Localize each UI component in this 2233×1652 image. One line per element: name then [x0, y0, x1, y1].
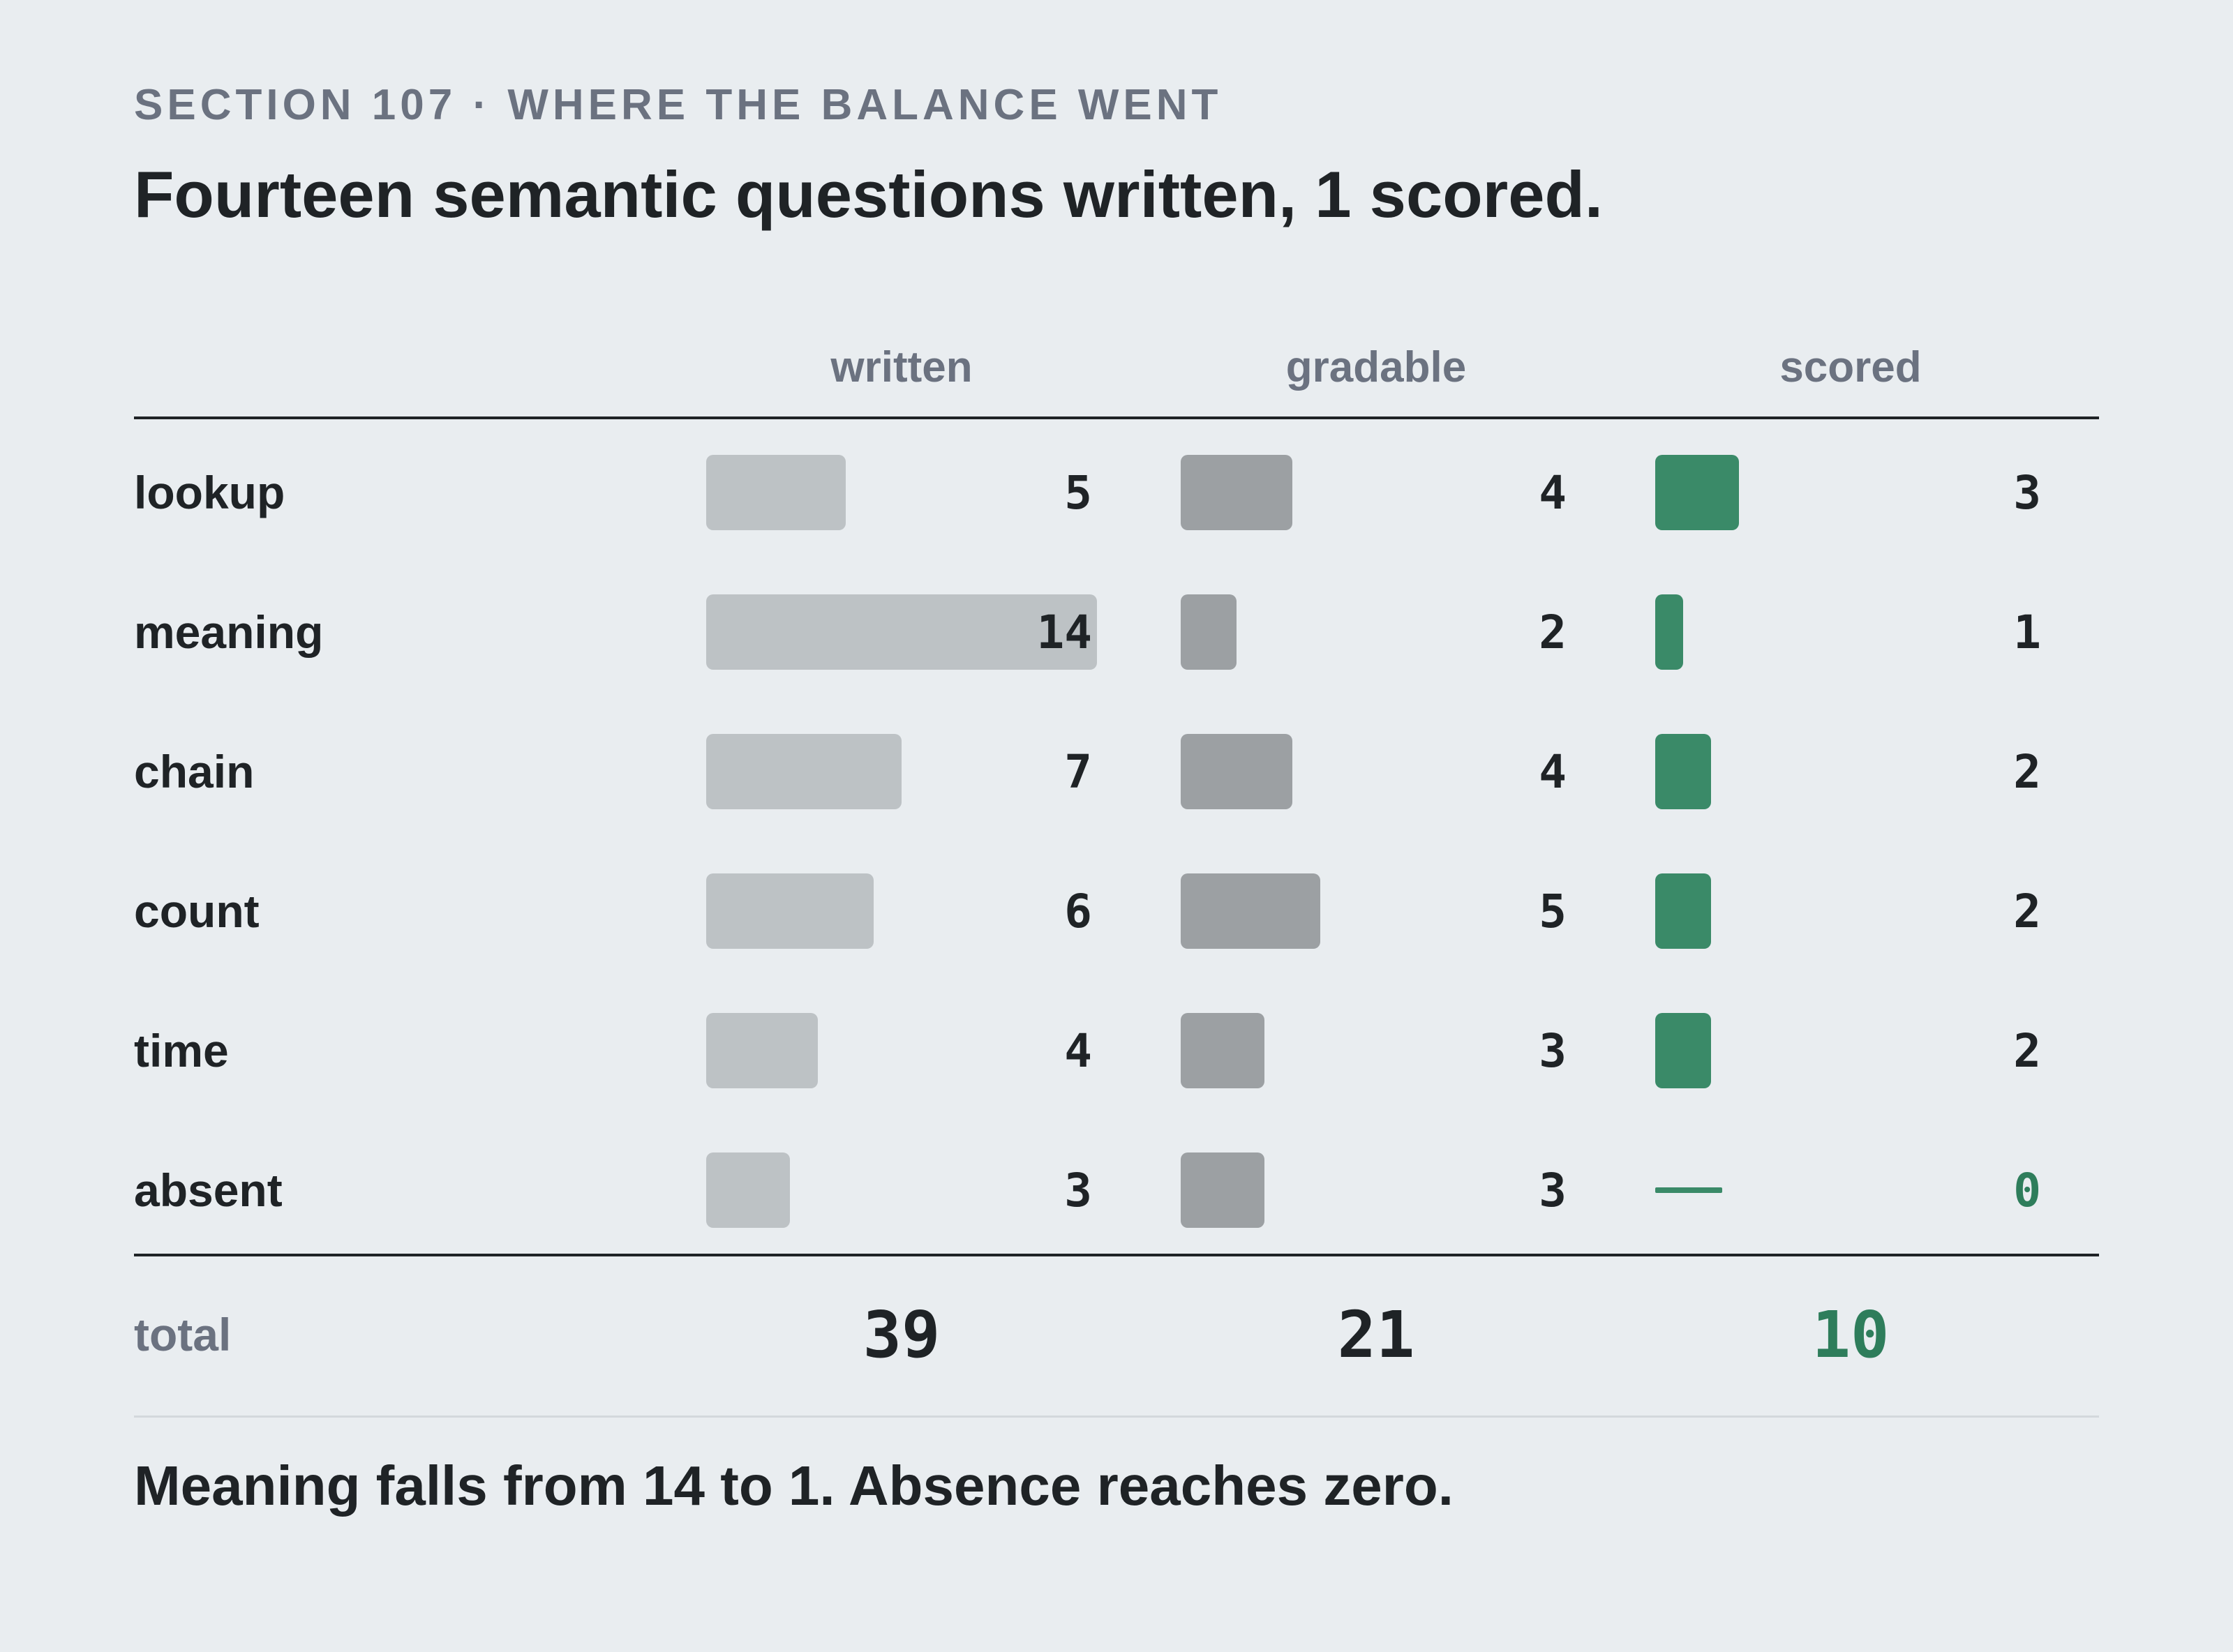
footer-note: Meaning falls from 14 to 1. Absence reac… — [134, 1455, 1454, 1517]
total-gradable: 21 — [1337, 1298, 1415, 1372]
table-row: meaning 14 2 1 — [0, 594, 2233, 670]
written-bar — [706, 873, 874, 949]
scored-bar — [1655, 594, 1683, 670]
gradable-bar — [1181, 1013, 1264, 1088]
column-header-scored: scored — [1779, 343, 1922, 391]
written-bar — [706, 734, 902, 809]
gradable-value: 3 — [1539, 1163, 1567, 1217]
row-label: count — [134, 885, 260, 937]
gradable-bar — [1181, 1152, 1264, 1228]
written-bar — [706, 1013, 818, 1088]
gradable-value: 2 — [1539, 605, 1567, 659]
gradable-bar — [1181, 873, 1320, 949]
gradable-bar — [1181, 594, 1237, 670]
bottom-rule — [134, 1254, 2099, 1256]
scored-value: 2 — [2013, 744, 2041, 799]
gradable-value: 4 — [1539, 744, 1567, 799]
row-label: meaning — [134, 606, 324, 658]
header-rule — [134, 416, 2099, 419]
written-value: 4 — [1064, 1023, 1092, 1078]
gradable-bar — [1181, 455, 1292, 530]
gradable-value: 4 — [1539, 465, 1567, 520]
table-row: chain 7 4 2 — [0, 734, 2233, 809]
table-row: lookup 5 4 3 — [0, 455, 2233, 530]
row-label: lookup — [134, 467, 285, 518]
row-label: time — [134, 1025, 229, 1076]
scored-value: 0 — [2013, 1163, 2041, 1217]
total-written: 39 — [862, 1298, 941, 1372]
scored-bar — [1655, 734, 1711, 809]
gradable-value: 5 — [1539, 884, 1567, 938]
table-row: count 6 5 2 — [0, 873, 2233, 949]
gradable-value: 3 — [1539, 1023, 1567, 1078]
written-value: 3 — [1064, 1163, 1092, 1217]
footer-rule — [134, 1416, 2099, 1418]
written-bar — [706, 1152, 790, 1228]
scored-value: 2 — [2013, 1023, 2041, 1078]
total-scored: 10 — [1812, 1298, 1890, 1372]
written-bar — [706, 455, 846, 530]
row-label: chain — [134, 746, 255, 797]
scored-value: 1 — [2013, 605, 2041, 659]
gradable-bar — [1181, 734, 1292, 809]
written-value: 7 — [1064, 744, 1092, 799]
eyebrow: SECTION 107 · WHERE THE BALANCE WENT — [134, 81, 1223, 129]
scored-bar — [1655, 455, 1739, 530]
table-row: absent 3 3 0 — [0, 1152, 2233, 1228]
row-label: absent — [134, 1164, 283, 1216]
scored-value: 2 — [2013, 884, 2041, 938]
scored-bar — [1655, 873, 1711, 949]
written-bar — [706, 594, 1097, 670]
scored-zero-dash — [1655, 1187, 1722, 1193]
written-value: 5 — [1064, 465, 1092, 520]
written-value: 6 — [1064, 884, 1092, 938]
scored-bar — [1655, 1013, 1711, 1088]
column-header-gradable: gradable — [1285, 343, 1467, 391]
scored-value: 3 — [2013, 465, 2041, 520]
total-label: total — [134, 1309, 232, 1360]
table-row: time 4 3 2 — [0, 1013, 2233, 1088]
page-title: Fourteen semantic questions written, 1 s… — [134, 158, 1604, 231]
written-value: 14 — [1036, 605, 1092, 659]
column-header-written: written — [830, 343, 973, 391]
